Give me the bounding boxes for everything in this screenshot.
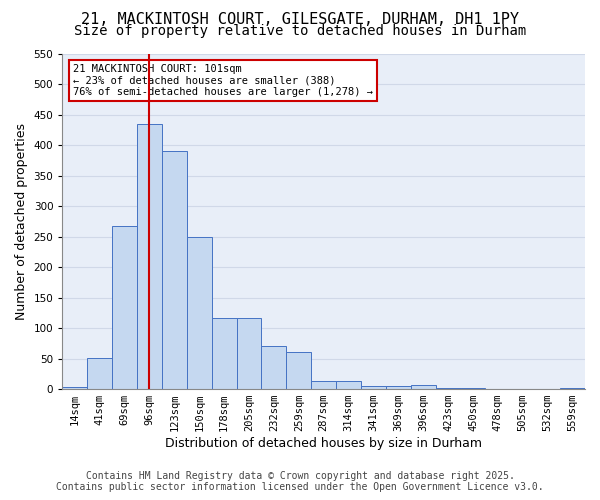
Bar	[386, 386, 411, 389]
Bar	[212, 318, 236, 389]
Bar	[311, 380, 336, 389]
Bar	[137, 124, 162, 389]
Bar	[361, 386, 386, 389]
Text: Size of property relative to detached houses in Durham: Size of property relative to detached ho…	[74, 24, 526, 38]
Bar	[560, 388, 585, 389]
Bar	[286, 352, 311, 389]
Bar	[336, 381, 361, 389]
Text: 21 MACKINTOSH COURT: 101sqm
← 23% of detached houses are smaller (388)
76% of se: 21 MACKINTOSH COURT: 101sqm ← 23% of det…	[73, 64, 373, 98]
Bar	[162, 152, 187, 389]
X-axis label: Distribution of detached houses by size in Durham: Distribution of detached houses by size …	[165, 437, 482, 450]
Y-axis label: Number of detached properties: Number of detached properties	[15, 123, 28, 320]
Text: Contains HM Land Registry data © Crown copyright and database right 2025.
Contai: Contains HM Land Registry data © Crown c…	[56, 471, 544, 492]
Bar	[461, 388, 485, 389]
Text: 21, MACKINTOSH COURT, GILESGATE, DURHAM, DH1 1PY: 21, MACKINTOSH COURT, GILESGATE, DURHAM,…	[81, 12, 519, 28]
Bar	[262, 346, 286, 389]
Bar	[187, 237, 212, 389]
Bar	[436, 388, 461, 389]
Bar	[411, 385, 436, 389]
Bar	[87, 358, 112, 389]
Bar	[112, 226, 137, 389]
Bar	[236, 318, 262, 389]
Bar	[62, 388, 87, 389]
